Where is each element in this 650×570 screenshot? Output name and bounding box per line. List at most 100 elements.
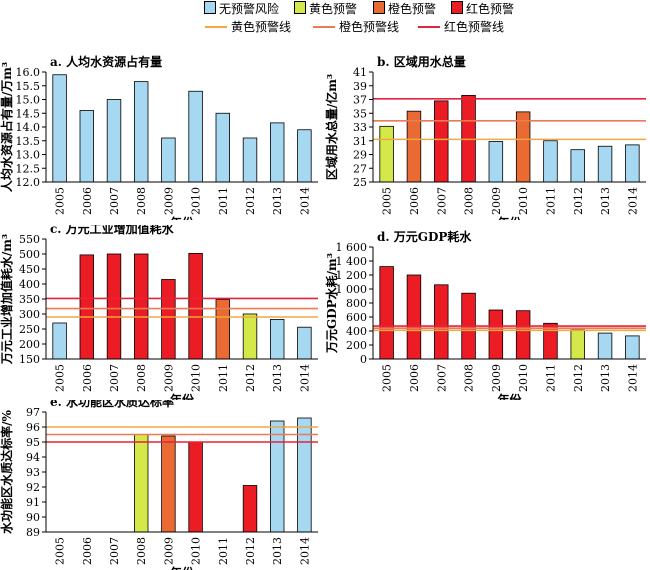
- x-axis-label: 年份: [170, 215, 195, 220]
- y-tick-label: 33: [353, 121, 367, 134]
- y-axis-label: 人均水资源占有量/万m³: [0, 62, 14, 192]
- y-tick-label: 1 200: [336, 269, 368, 282]
- bar-2005: [52, 322, 67, 360]
- y-tick-label: 600: [346, 311, 367, 324]
- x-tick-label: 2010: [517, 187, 530, 215]
- x-tick-label: 2009: [162, 537, 175, 565]
- legend-label-orange-line: 橙色预警线: [339, 20, 400, 34]
- y-axis-label: 区域用水总量/亿m³: [325, 74, 339, 180]
- bar-2009: [161, 137, 176, 183]
- x-tick-label: 2014: [298, 187, 311, 215]
- y-tick-label: 96: [26, 421, 40, 434]
- bar-2013: [269, 420, 285, 533]
- chart-title: d. 万元GDP耗水: [377, 229, 472, 244]
- y-tick-label: 200: [346, 339, 367, 352]
- bar-2007: [434, 284, 449, 360]
- x-tick-label: 2014: [298, 537, 311, 565]
- x-tick-label: 2011: [217, 364, 230, 392]
- bar-2011: [215, 112, 231, 183]
- x-axis-label: 年份: [170, 565, 195, 570]
- x-tick-label: 2009: [490, 187, 503, 215]
- legend-item-orange: 橙色预警: [373, 0, 436, 17]
- bar-2009: [488, 309, 504, 360]
- x-tick-label: 2007: [435, 187, 448, 215]
- y-tick-label: 37: [353, 94, 367, 107]
- y-tick-label: 27: [353, 162, 367, 175]
- legend-item-red-line: 红色预警线: [418, 18, 504, 35]
- x-tick-label: 2014: [298, 364, 311, 392]
- x-tick-label: 2010: [190, 537, 203, 565]
- x-tick-label: 2008: [463, 187, 476, 215]
- y-tick-label: 0: [360, 353, 367, 366]
- legend-item-orange-line: 橙色预警线: [313, 18, 399, 35]
- x-axis-label: 年份: [170, 392, 195, 400]
- bar-2010: [515, 310, 531, 360]
- bar-2007: [434, 100, 449, 183]
- bar-2012: [570, 149, 585, 183]
- bar-2013: [269, 319, 285, 360]
- x-tick-label: 2012: [244, 537, 257, 565]
- bar-2009: [161, 435, 176, 533]
- x-tick-label: 2008: [463, 364, 476, 392]
- bar-2012: [242, 485, 258, 533]
- y-tick-label: 97: [26, 406, 40, 419]
- y-tick-label: 1 600: [336, 241, 368, 254]
- y-tick-label: 1 400: [336, 255, 368, 268]
- x-tick-label: 2008: [135, 364, 148, 392]
- x-tick-label: 2009: [162, 187, 175, 215]
- legend-line-yellow: [205, 26, 227, 28]
- x-tick-label: 2006: [81, 187, 94, 215]
- x-tick-label: 2005: [381, 364, 394, 392]
- legend-swatch-yellow: [294, 1, 306, 14]
- x-tick-label: 2014: [626, 364, 639, 392]
- x-tick-label: 2013: [599, 364, 612, 392]
- bar-2008: [133, 253, 149, 360]
- x-tick-label: 2012: [244, 364, 257, 392]
- y-axis-label: 水功能区水质达标率/%: [0, 410, 14, 534]
- legend-label-orange: 橙色预警: [388, 2, 437, 16]
- y-tick-label: 41: [353, 66, 367, 79]
- y-tick-label: 31: [353, 135, 367, 148]
- x-tick-label: 2013: [271, 364, 284, 392]
- legend-label-red-line: 红色预警线: [444, 20, 505, 34]
- bar-2013: [597, 145, 613, 183]
- bar-2006: [406, 274, 422, 360]
- x-tick-label: 2013: [271, 187, 284, 215]
- x-tick-label: 2011: [217, 537, 230, 565]
- x-tick-label: 2012: [572, 364, 585, 392]
- bar-2014: [297, 326, 312, 360]
- bar-2010: [188, 90, 203, 183]
- x-tick-label: 2011: [217, 187, 230, 215]
- legend-line-red: [418, 26, 440, 28]
- y-tick-label: 16.0: [16, 66, 41, 79]
- x-tick-label: 2006: [408, 187, 421, 215]
- chart-title: c. 万元工业增加值耗水: [50, 225, 175, 236]
- y-tick-label: 150: [19, 353, 40, 366]
- bar-2009: [161, 279, 176, 360]
- x-tick-label: 2010: [190, 364, 203, 392]
- y-tick-label: 14.0: [16, 121, 41, 134]
- y-tick-label: 800: [346, 297, 367, 310]
- legend-label-yellow-line: 黄色预警线: [231, 20, 292, 34]
- y-tick-label: 450: [19, 263, 40, 276]
- y-tick-label: 400: [346, 325, 367, 338]
- bar-2014: [297, 129, 312, 183]
- bar-2005: [379, 266, 394, 360]
- y-tick-label: 92: [26, 481, 40, 494]
- x-tick-label: 2005: [54, 364, 67, 392]
- x-tick-label: 2006: [408, 364, 421, 392]
- bar-2005: [52, 74, 67, 183]
- y-tick-label: 12.0: [16, 176, 41, 189]
- bar-2014: [625, 144, 640, 183]
- bar-2008: [133, 434, 149, 533]
- y-tick-label: 94: [26, 451, 40, 464]
- y-tick-label: 89: [26, 526, 40, 539]
- y-tick-label: 13.5: [16, 135, 41, 148]
- bar-2008: [133, 81, 149, 183]
- y-tick-label: 400: [19, 278, 40, 291]
- legend-item-none: 无预警风险: [204, 0, 279, 17]
- legend-label-red: 红色预警: [466, 2, 515, 16]
